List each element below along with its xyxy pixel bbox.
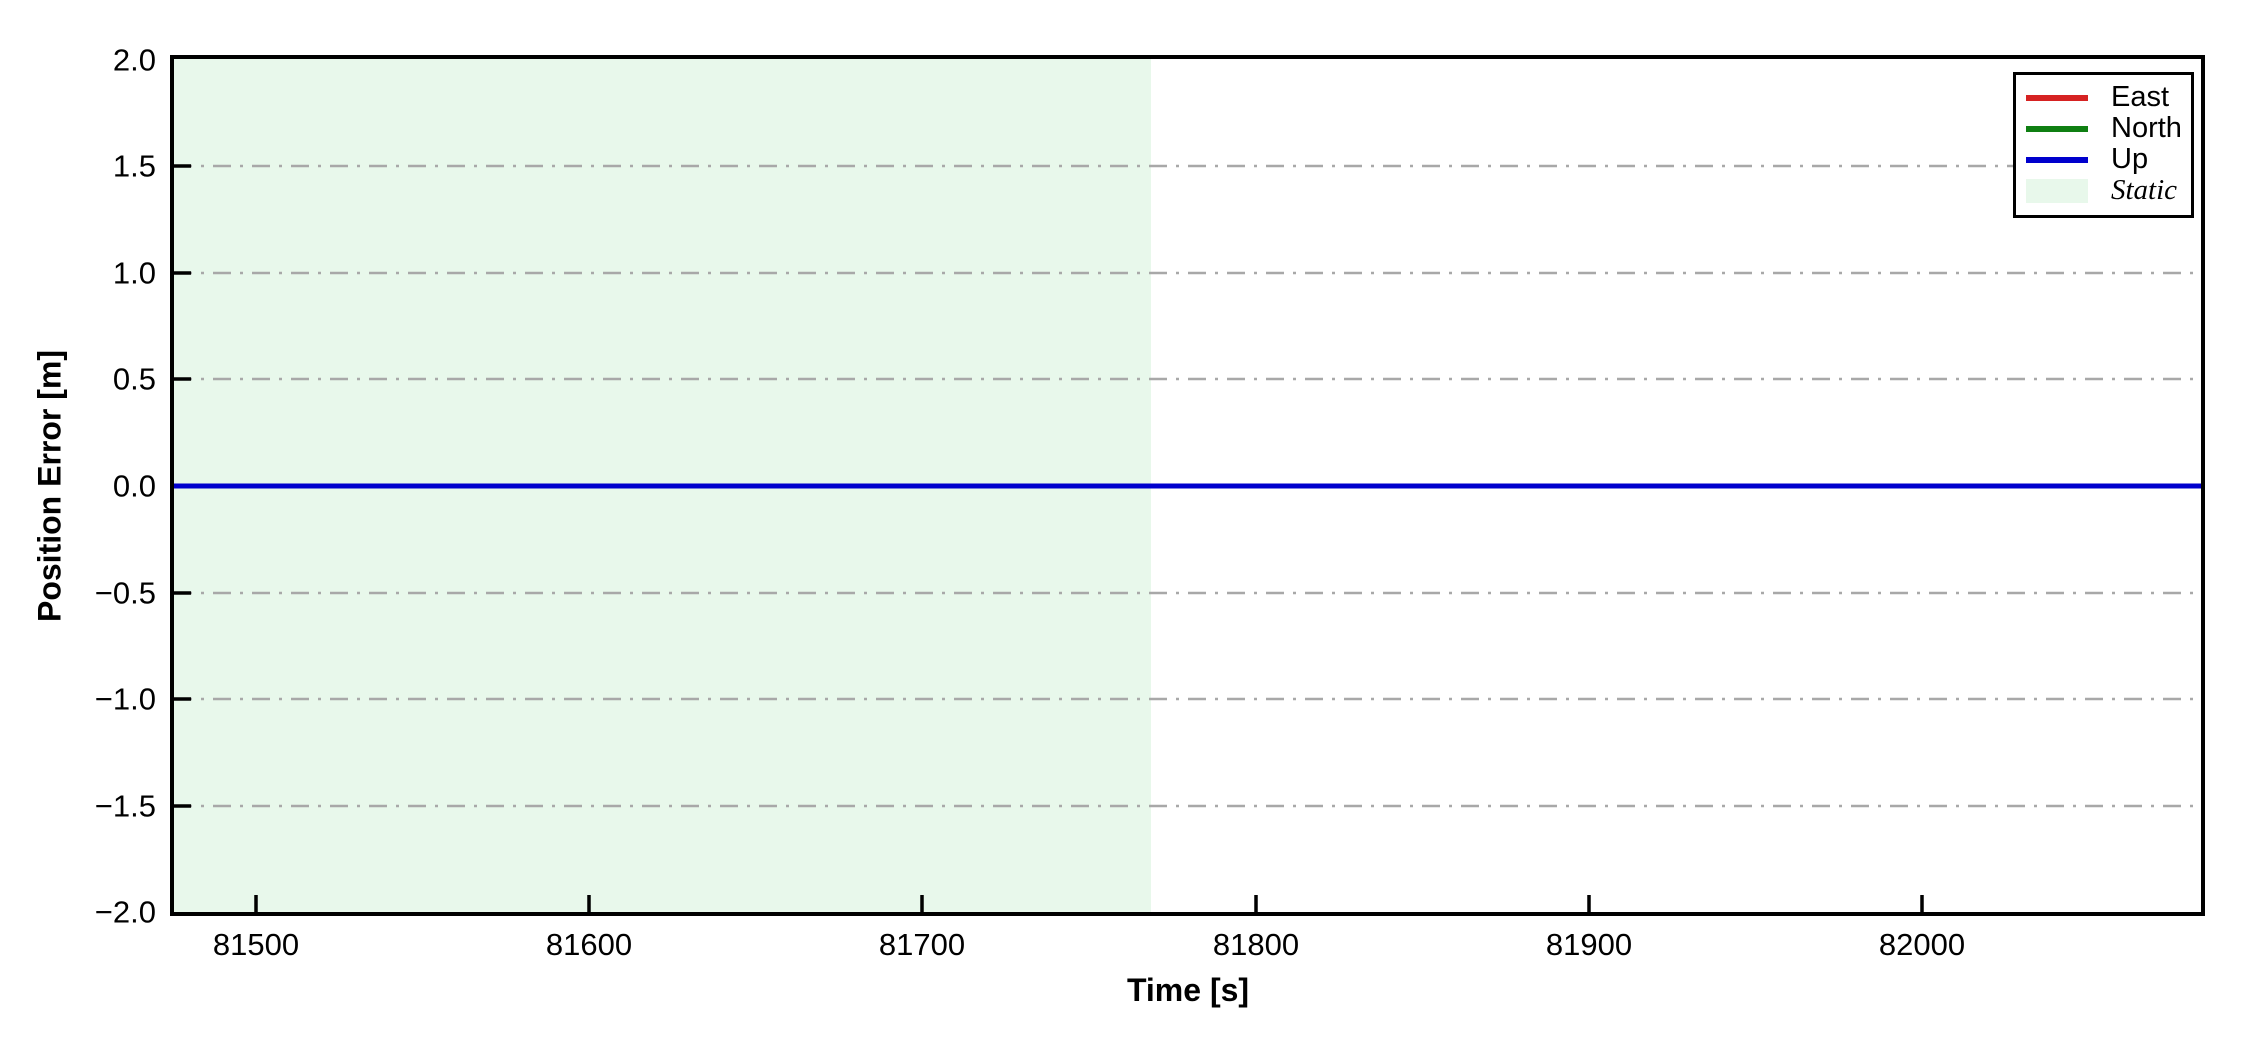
x-tick-label: 81600 xyxy=(545,927,633,962)
y-tick-label: −1.0 xyxy=(94,681,156,717)
legend-item-static: Static xyxy=(2026,175,2191,206)
legend-label-up: Up xyxy=(2111,143,2149,175)
x-tick-marks xyxy=(254,895,1924,912)
legend: East North Up Static xyxy=(2013,72,2194,218)
legend-item-north: North xyxy=(2026,113,2191,144)
gridlines xyxy=(174,164,2201,808)
y-tick-label: 0.5 xyxy=(112,361,156,397)
x-tick-label: 81700 xyxy=(878,927,966,962)
legend-item-up: Up xyxy=(2026,144,2191,175)
x-tick-label: 81500 xyxy=(212,927,300,962)
north-line-swatch-icon xyxy=(2026,125,2088,132)
legend-item-east: East xyxy=(2026,82,2191,113)
y-tick-label: −2.0 xyxy=(94,894,156,930)
x-tick-label: 82000 xyxy=(1878,927,1966,962)
plot-canvas xyxy=(174,59,2201,912)
static-patch-swatch-icon xyxy=(2026,178,2088,203)
y-tick-label: 1.0 xyxy=(112,255,156,291)
east-line-swatch-icon xyxy=(2026,94,2088,101)
y-axis-label: Position Error [m] xyxy=(31,349,68,623)
y-tick-label: 0.0 xyxy=(112,468,156,504)
legend-label-static: Static xyxy=(2111,174,2178,206)
x-axis-label: Time [s] xyxy=(1126,972,1250,1008)
x-tick-label: 81900 xyxy=(1545,927,1633,962)
x-tick-label: 81800 xyxy=(1212,927,1300,962)
legend-label-east: East xyxy=(2111,81,2170,113)
legend-label-north: North xyxy=(2111,112,2182,144)
y-tick-label: 1.5 xyxy=(112,148,156,184)
y-tick-label: 2.0 xyxy=(112,42,156,78)
up-line-swatch-icon xyxy=(2026,156,2088,163)
y-tick-label: −1.5 xyxy=(94,788,156,824)
plot-area xyxy=(170,55,2205,916)
y-tick-label: −0.5 xyxy=(94,575,156,611)
